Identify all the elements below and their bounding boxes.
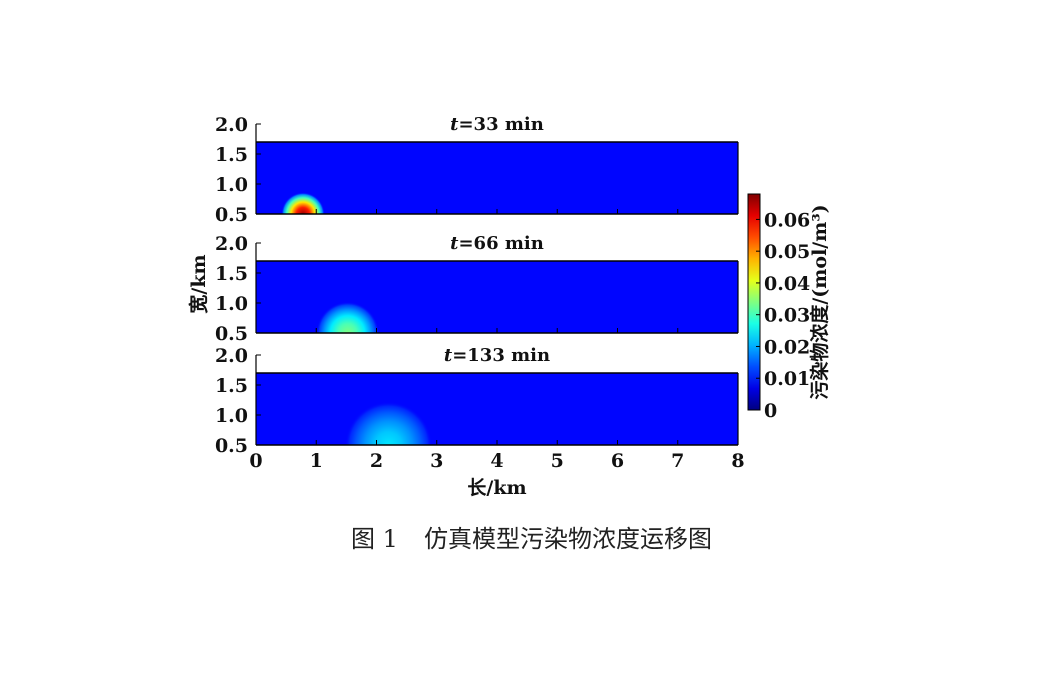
x-tick-label: 2 [370, 450, 383, 472]
y-tick-label: 1.0 [215, 293, 248, 315]
x-tick-label: 8 [731, 450, 744, 472]
pollutant-plume [345, 401, 432, 445]
colorbar-tick-label: 0.06 [764, 209, 810, 231]
x-tick-label: 3 [430, 450, 443, 472]
y-axis-label: 宽/km [187, 254, 210, 313]
figure: 0.5 1.0 1.5 2.0 t=33 min 0.5 1.0 1.5 2.0 t=66 min… [187, 114, 831, 499]
panel-title: t=133 min [444, 345, 550, 366]
heatmap-background [256, 142, 738, 214]
y-tick-label: 2.0 [215, 114, 248, 136]
x-tick-label: 5 [551, 450, 564, 472]
y-tick-label: 0.5 [215, 204, 248, 226]
y-tick-label: 2.0 [215, 345, 248, 367]
panel-title: t=66 min [450, 233, 544, 254]
y-tick-label: 1.5 [215, 263, 248, 285]
x-tick-label: 6 [611, 450, 624, 472]
colorbar-tick-label: 0.01 [764, 368, 810, 390]
heatmap-panel: 0.5 1.0 1.5 2.0 t=133 min [215, 345, 739, 457]
heatmap-panel: 0.5 1.0 1.5 2.0 t=66 min [215, 233, 739, 345]
x-tick-label: 1 [310, 450, 323, 472]
y-tick-label: 2.0 [215, 233, 248, 255]
y-tick-label: 1.0 [215, 174, 248, 196]
colorbar-label: 污染物浓度/(mol/m³) [808, 204, 831, 399]
caption-number: 图 1 [351, 525, 398, 553]
y-tick-label: 0.5 [215, 435, 248, 457]
x-axis-label: 长/km [467, 477, 526, 499]
x-tick-label: 4 [490, 450, 503, 472]
y-tick-label: 1.5 [215, 144, 248, 166]
figure-caption: 图 1 仿真模型污染物浓度运移图 [0, 519, 1063, 554]
pollutant-plume [316, 301, 379, 333]
y-tick-label: 1.0 [215, 405, 248, 427]
colorbar-tick-label: 0.03 [764, 305, 810, 327]
x-tick-label: 0 [249, 450, 262, 472]
colorbar-tick-label: 0.05 [764, 241, 810, 263]
colorbar-tick-label: 0 [764, 400, 777, 422]
y-tick-label: 0.5 [215, 323, 248, 345]
y-tick-label: 1.5 [215, 375, 248, 397]
colorbar-tick-label: 0.02 [764, 336, 810, 358]
heatmap-background [256, 373, 738, 445]
heatmap-panel: 0.5 1.0 1.5 2.0 t=33 min [215, 114, 739, 226]
panel-title: t=33 min [450, 114, 544, 135]
pollutant-plume [281, 192, 325, 214]
x-tick-label: 7 [671, 450, 684, 472]
caption-text: 仿真模型污染物浓度运移图 [423, 525, 712, 553]
colorbar [747, 193, 761, 411]
colorbar-tick-label: 0.04 [764, 273, 810, 295]
